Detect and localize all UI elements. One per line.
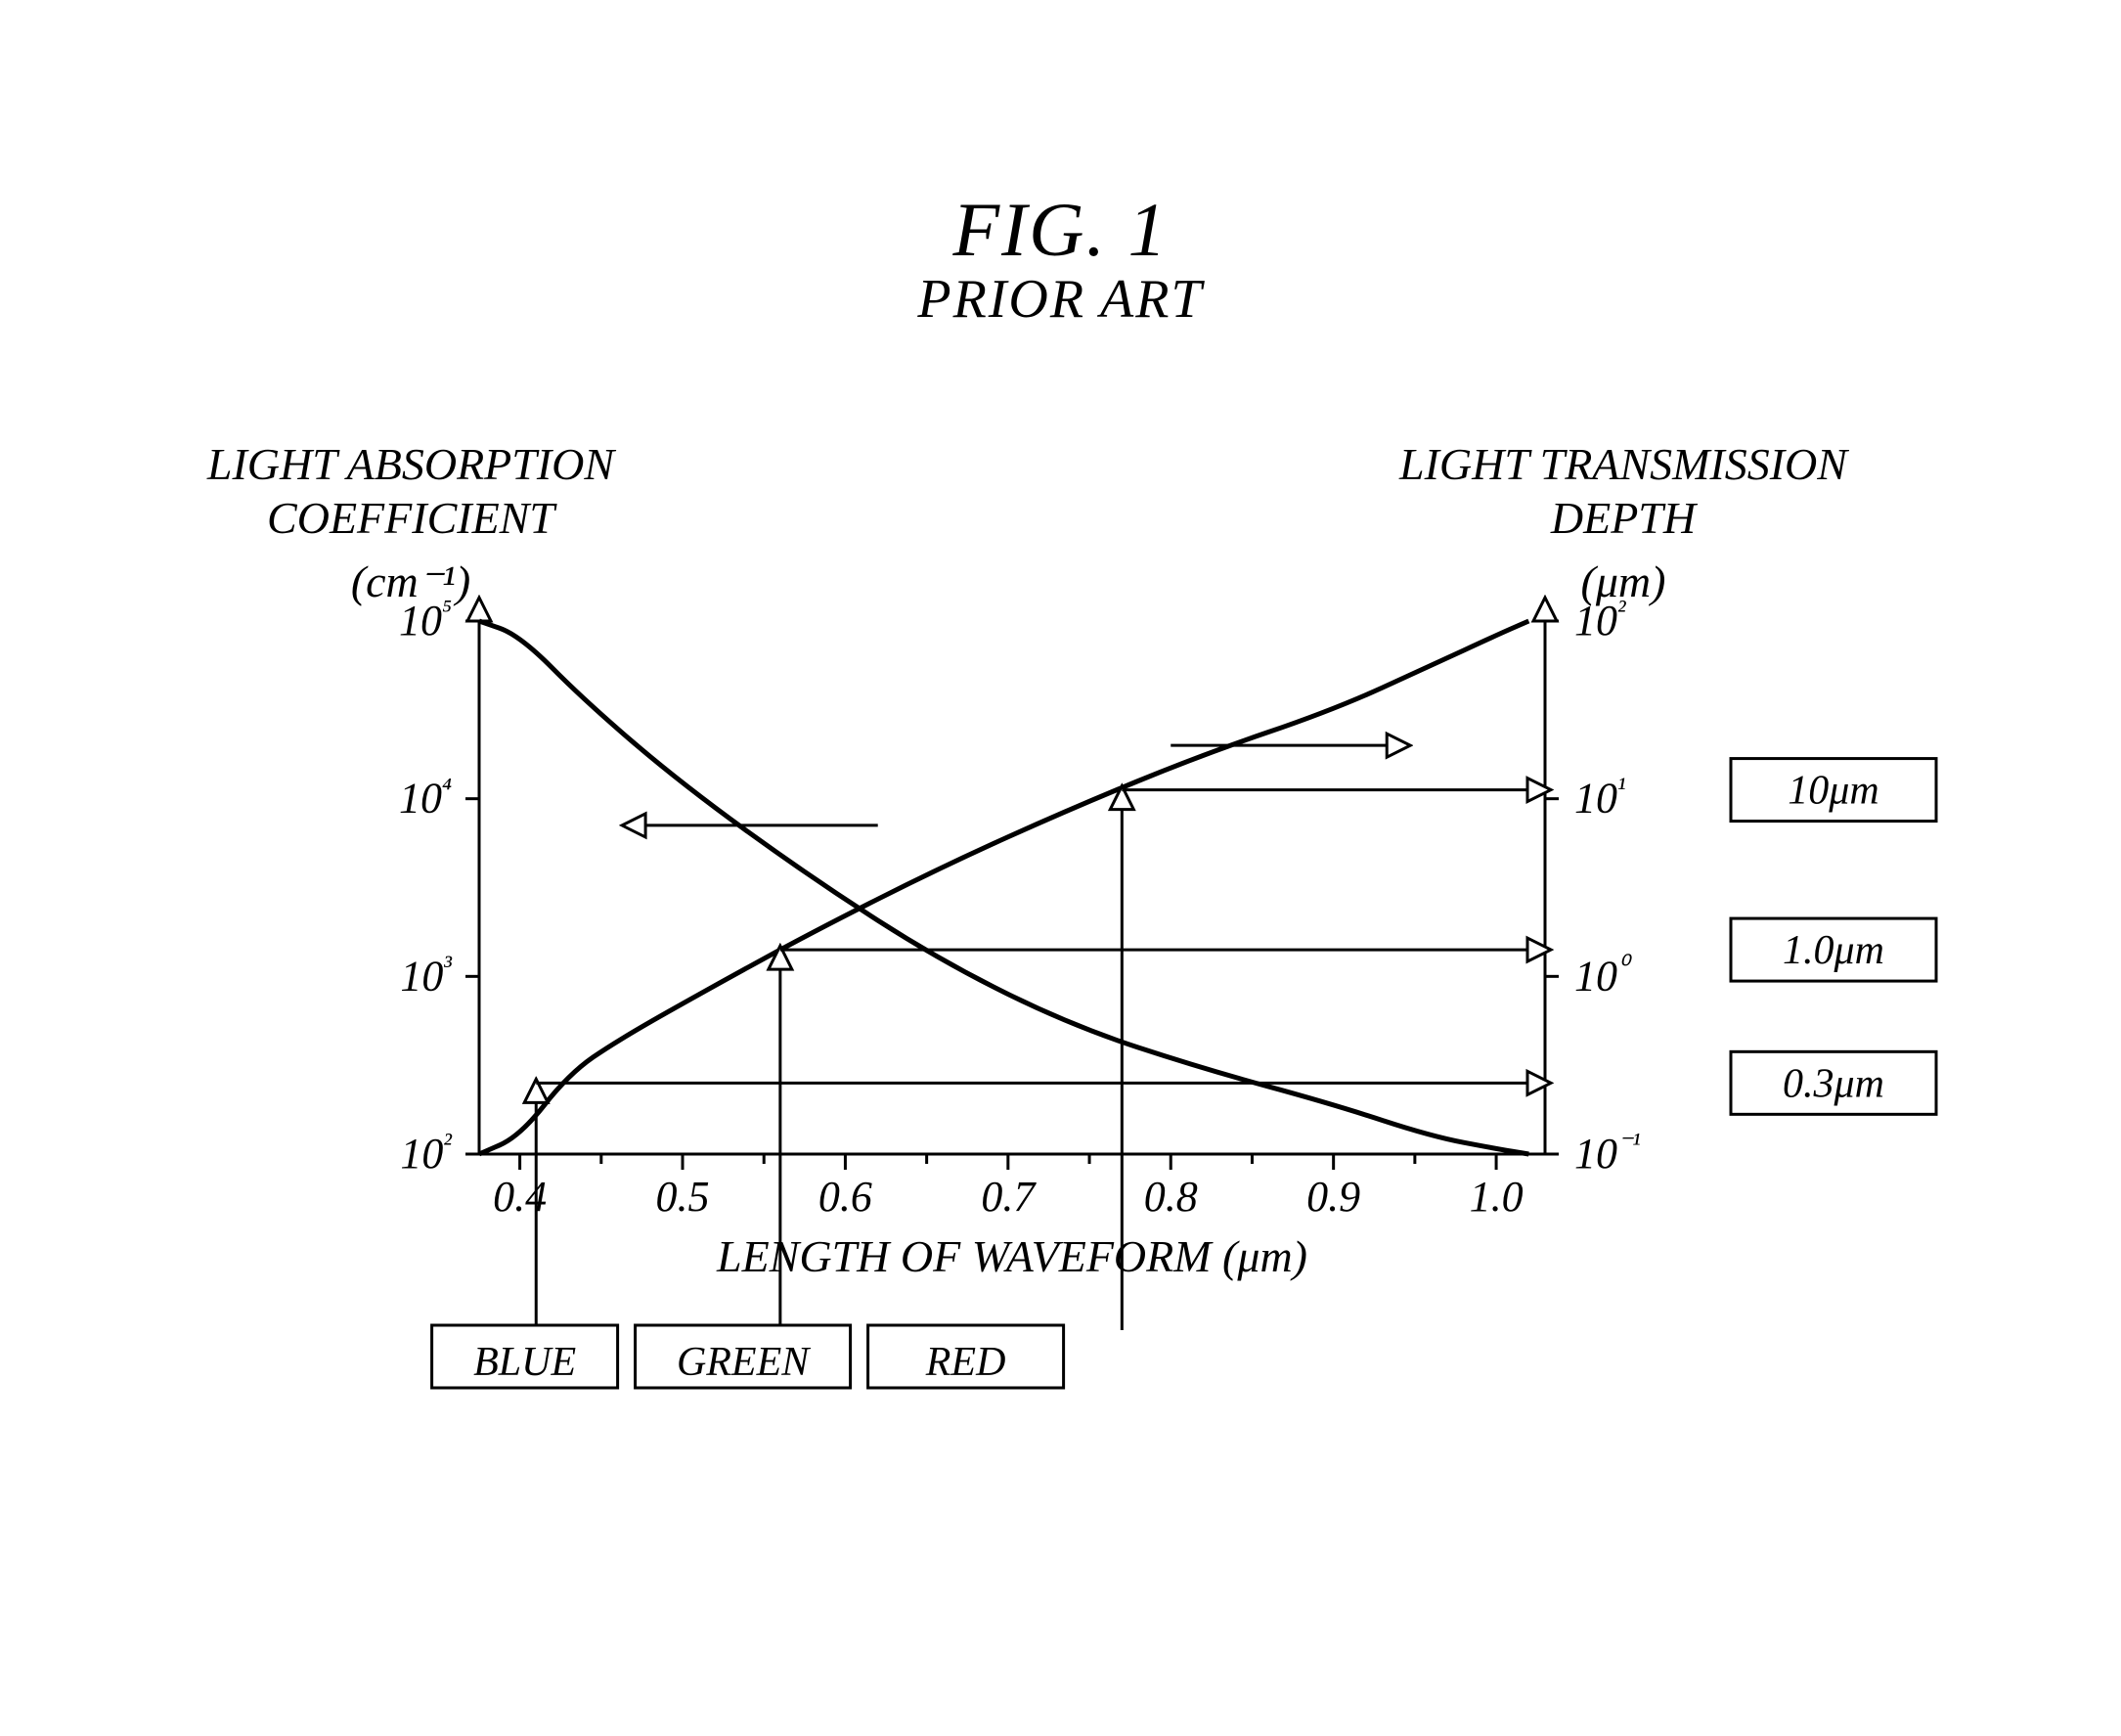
x-tick-label: 0.9 (1306, 1173, 1360, 1221)
right-axis-title-2: DEPTH (1550, 493, 1699, 543)
chart: LIGHT ABSORPTIONCOEFFICIENT(cm⁻¹)LIGHT T… (0, 0, 2121, 1736)
x-tick-label: 0.6 (818, 1173, 872, 1221)
color-label-text: RED (925, 1340, 1006, 1385)
transmission-curve (479, 621, 1528, 1154)
right-tick-label: 10² (1574, 596, 1626, 645)
right-tick-label: 10⁰ (1574, 951, 1632, 1000)
depth-label-text: 10μm (1788, 769, 1878, 814)
x-tick-label: 0.5 (656, 1173, 710, 1221)
left-tick-label: 10⁴ (399, 774, 452, 823)
right-tick-label: 10¹ (1574, 774, 1626, 823)
left-tick-label: 10³ (400, 951, 452, 1000)
color-label-text: BLUE (473, 1340, 576, 1385)
depth-label-text: 1.0μm (1783, 928, 1884, 973)
right-tick-label: 10⁻¹ (1574, 1129, 1641, 1178)
x-axis-label: LENGTH OF WAVEFORM (μm) (716, 1231, 1307, 1281)
left-tick-label: 10² (400, 1129, 452, 1178)
left-tick-label: 10⁵ (399, 596, 452, 645)
depth-label-text: 0.3μm (1783, 1061, 1884, 1106)
x-tick-label: 0.4 (493, 1173, 547, 1221)
x-tick-label: 1.0 (1470, 1173, 1524, 1221)
absorption-curve (479, 621, 1528, 1154)
left-axis-title: LIGHT ABSORPTION (206, 439, 616, 489)
right-axis-title: LIGHT TRANSMISSION (1398, 439, 1849, 489)
page: FIG. 1 PRIOR ART LIGHT ABSORPTIONCOEFFIC… (0, 0, 2121, 1736)
x-tick-label: 0.7 (981, 1173, 1037, 1221)
color-label-text: GREEN (677, 1340, 811, 1385)
x-tick-label: 0.8 (1144, 1173, 1198, 1221)
left-axis-title-2: COEFFICIENT (267, 493, 557, 543)
